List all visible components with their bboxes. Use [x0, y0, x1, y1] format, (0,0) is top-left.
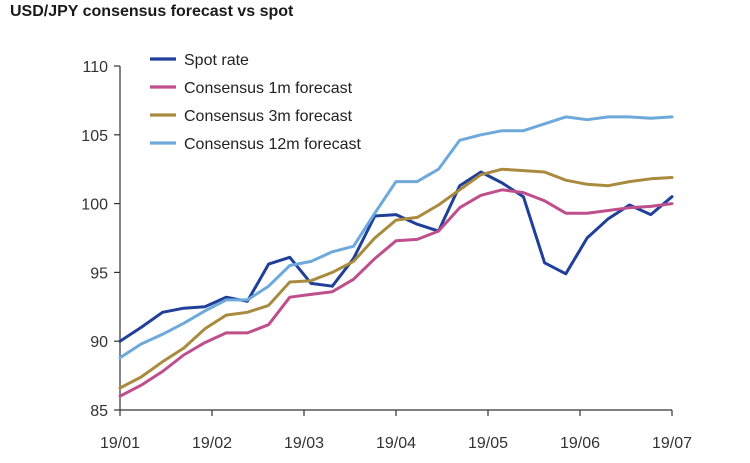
y-tick-label: 95: [90, 265, 108, 282]
series-line-0: [118, 170, 674, 343]
y-tick-label: 85: [90, 403, 108, 420]
y-tick-label: 100: [81, 197, 108, 214]
legend-label: Spot rate: [184, 52, 249, 69]
series-line-1: [118, 188, 674, 398]
series-line-3: [118, 115, 674, 360]
series-line-2: [118, 167, 674, 390]
y-tick-label: 105: [81, 128, 108, 145]
y-tick-label: 110: [82, 59, 108, 76]
x-tick-label: 19/04: [376, 435, 416, 452]
x-tick-label: 19/03: [284, 435, 324, 452]
x-tick-label: 19/07: [652, 435, 692, 452]
legend-label: Consensus 1m forecast: [184, 80, 353, 97]
y-tick-label: 90: [90, 334, 108, 351]
x-tick-label: 19/06: [560, 435, 600, 452]
x-tick-label: 19/01: [100, 435, 140, 452]
x-tick-label: 19/02: [192, 435, 232, 452]
chart-title: USD/JPY consensus forecast vs spot: [10, 3, 294, 20]
x-tick-label: 19/05: [468, 435, 508, 452]
legend-label: Consensus 12m forecast: [184, 136, 362, 153]
legend-label: Consensus 3m forecast: [184, 108, 353, 125]
